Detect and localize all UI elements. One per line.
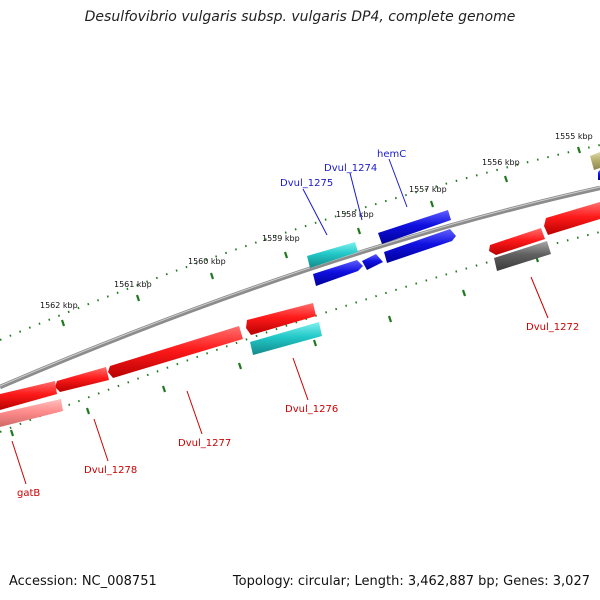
gene-label-hemC: hemC (377, 149, 406, 160)
gene-dvul1274[interactable] (362, 254, 383, 270)
scale-label-1560: 1560 kbp (188, 257, 226, 266)
gene-dvul1276[interactable] (250, 322, 322, 355)
gene-hemC[interactable] (378, 210, 451, 244)
forward-strand-genes (307, 152, 600, 286)
gene-label-gatB: gatB (17, 488, 40, 499)
gene-dvul1272[interactable] (494, 241, 551, 271)
gene-label-dvul1277: Dvul_1277 (178, 438, 231, 449)
scale-label-1557: 1557 kbp (409, 185, 447, 194)
scale-label-1561: 1561 kbp (114, 280, 152, 289)
gene-dvul1275[interactable] (307, 242, 358, 268)
scale-label-1559: 1559 kbp (262, 234, 300, 243)
gene-label-dvul1272: Dvul_1272 (526, 322, 579, 333)
gene-label-dvul1276: Dvul_1276 (285, 404, 338, 415)
forward-tick-track (0, 144, 600, 341)
gene-gatB[interactable] (0, 399, 63, 427)
major-ticks (9, 146, 582, 437)
accession-label: Accession: NC_008751 (9, 574, 157, 589)
gene-blue-2[interactable] (384, 229, 456, 263)
gene-dvul1278[interactable] (55, 367, 109, 392)
gene-red-1[interactable] (544, 202, 600, 235)
scale-label-1555: 1555 kbp (555, 132, 593, 141)
gene-label-dvul1275: Dvul_1275 (280, 178, 333, 189)
topology-label: Topology: circular; Length: 3,462,887 bp… (232, 574, 590, 589)
scale-label-1558: 1558 kbp (336, 210, 374, 219)
gene-dvul1276-red[interactable] (246, 303, 316, 335)
gene-dvul1277[interactable] (108, 326, 243, 378)
scale-label-1556: 1556 kbp (482, 158, 520, 167)
gene-blue-4[interactable] (313, 260, 363, 286)
scale-label-1562: 1562 kbp (40, 301, 78, 310)
gene-dvul1272-red[interactable] (489, 228, 545, 255)
gene-olive-1555[interactable] (590, 152, 600, 170)
genome-backbone-highlight (0, 186, 600, 387)
label-leader-lines (11, 158, 549, 485)
gene-label-dvul1278: Dvul_1278 (84, 465, 137, 476)
reverse-strand-genes (0, 202, 600, 427)
gene-label-dvul1274: Dvul_1274 (324, 163, 377, 174)
genome-backbone (0, 185, 600, 390)
gene-gatB-red[interactable] (0, 381, 57, 410)
map-title: Desulfovibrio vulgaris subsp. vulgaris D… (84, 9, 516, 25)
